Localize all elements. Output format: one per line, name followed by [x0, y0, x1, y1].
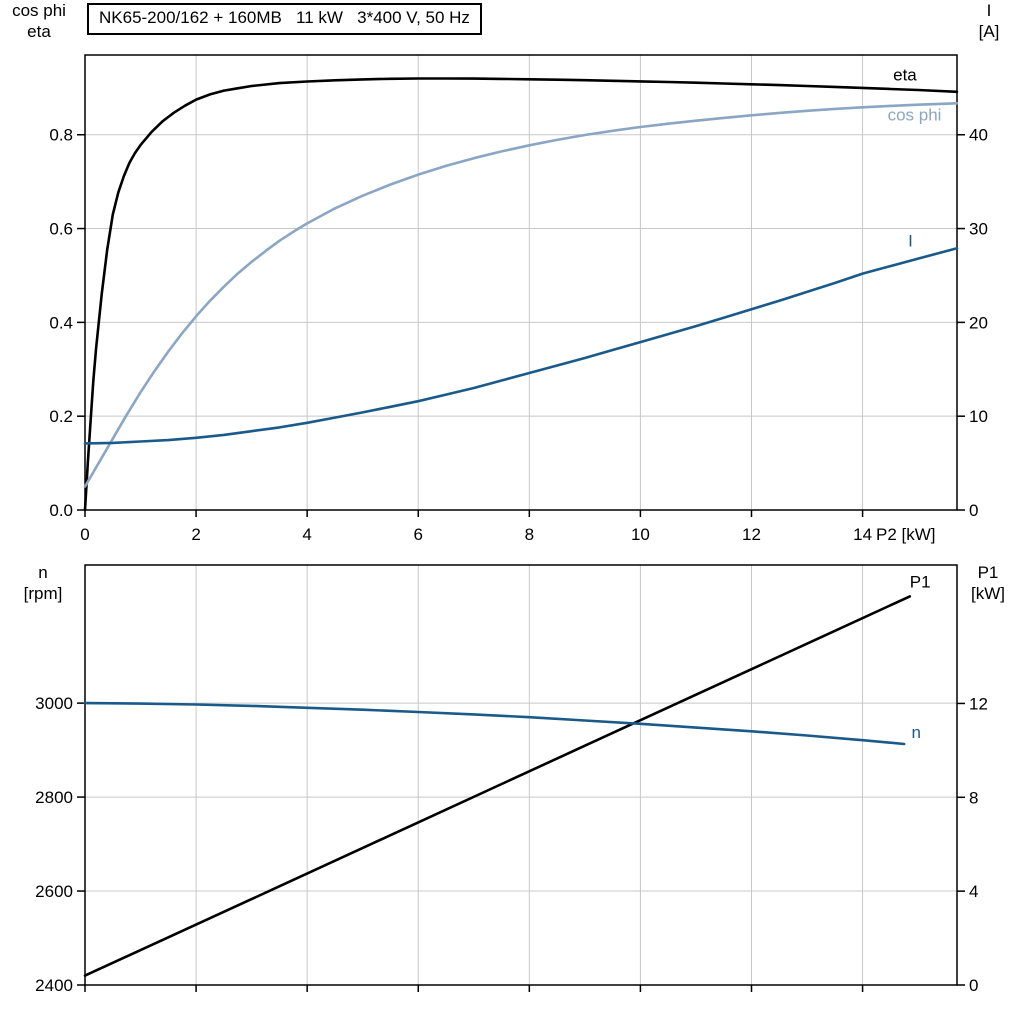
plot-border — [84, 54, 958, 511]
x-tick-label: 10 — [631, 525, 650, 544]
bottom-left-axis-title: n [rpm] — [0, 562, 86, 604]
top-left-axis-title: cos phi eta — [0, 0, 78, 42]
x-tick-label: 14 — [853, 525, 872, 544]
top-right-axis-title: I [A] — [958, 0, 1020, 42]
series-P1-curve — [83, 595, 912, 977]
x-tick-label: 4 — [302, 525, 311, 544]
chart-panel-2: 2400 2600 2800 3000 0 4 8 12 P1 n — [35, 564, 988, 995]
left-tick-label: 2600 — [35, 882, 73, 901]
right-tick-label: 30 — [969, 220, 988, 239]
bottom-right-axis-title: P1 [kW] — [956, 562, 1020, 604]
right-tick-label: 20 — [969, 313, 988, 332]
left-tick-label: 2400 — [35, 976, 73, 995]
axis-title-line: [A] — [978, 22, 1000, 41]
right-tick-label: 40 — [969, 126, 988, 145]
left-tick-label: 0.2 — [49, 407, 73, 426]
right-tick-label: 10 — [969, 407, 988, 426]
series-eta-curve — [83, 77, 959, 512]
axis-title-line: [kW] — [971, 584, 1005, 603]
series-P1-label: P1 — [910, 572, 931, 591]
chart-panel-1: 0 2 4 6 8 10 12 14 P2 [kW] 0.0 0.2 0.4 0.6 0.8 0 10 20 30… — [49, 54, 988, 544]
left-tick-label: 3000 — [35, 694, 73, 713]
plot-border — [84, 564, 958, 986]
series-I-label: I — [908, 231, 913, 250]
x-tick-label: 12 — [742, 525, 761, 544]
x-tick-label: 6 — [414, 525, 423, 544]
axis-title-line: I — [986, 1, 992, 20]
right-tick-label: 8 — [969, 788, 978, 807]
series-n-label: n — [911, 723, 920, 742]
right-tick-label: 0 — [969, 501, 978, 520]
right-tick-label: 12 — [969, 694, 988, 713]
series-n-curve — [83, 701, 906, 746]
x-tick-label: 8 — [525, 525, 534, 544]
left-tick-label: 0.0 — [49, 501, 73, 520]
axis-title-line: n — [38, 563, 48, 582]
left-tick-label: 0.8 — [49, 126, 73, 145]
chart-title: NK65-200/162 + 160MB 11 kW 3*400 V, 50 H… — [87, 3, 482, 35]
axis-title-line: cos phi — [12, 1, 66, 20]
left-tick-label: 0.4 — [49, 313, 73, 332]
series-cos-phi-curve — [83, 102, 959, 488]
series-I-curve — [83, 247, 959, 445]
left-tick-label: 0.6 — [49, 220, 73, 239]
right-tick-label: 0 — [969, 976, 978, 995]
x-tick-label: 2 — [191, 525, 200, 544]
series-eta-label: eta — [893, 65, 917, 84]
axis-title-line: [rpm] — [23, 584, 63, 603]
x-tick-label: 0 — [80, 525, 89, 544]
series-cos-phi-label: cos phi — [888, 106, 942, 125]
axis-title-line: P1 — [977, 563, 999, 582]
axis-title-line: eta — [27, 22, 51, 41]
left-tick-label: 2800 — [35, 788, 73, 807]
right-tick-label: 4 — [969, 882, 978, 901]
x-axis-label: P2 [kW] — [876, 525, 936, 544]
